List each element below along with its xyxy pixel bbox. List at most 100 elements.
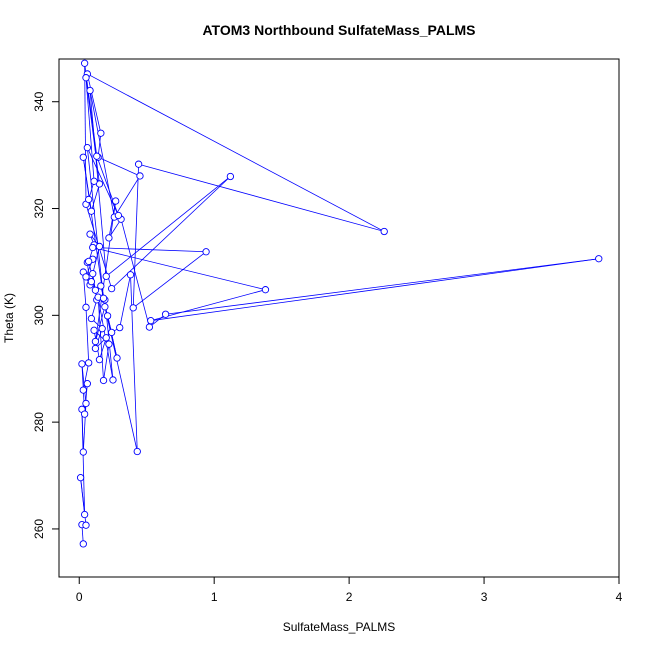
data-point xyxy=(90,326,98,334)
series-segment xyxy=(113,175,141,218)
y-tick-label: 260 xyxy=(32,519,46,539)
data-point xyxy=(107,328,116,337)
data-point xyxy=(102,334,110,342)
data-point xyxy=(79,386,87,394)
x-axis: 0 1 2 3 4 xyxy=(76,576,623,604)
series-segment xyxy=(103,344,110,381)
data-point xyxy=(82,399,90,408)
data-point xyxy=(85,257,93,266)
data-point xyxy=(105,340,113,348)
data-point xyxy=(126,271,135,279)
data-point xyxy=(261,286,270,294)
data-point xyxy=(78,360,86,368)
data-point xyxy=(86,86,94,95)
x-axis-label: SulfateMass_PALMS xyxy=(283,620,396,634)
data-point xyxy=(136,172,144,180)
y-tick-label: 300 xyxy=(32,305,46,325)
series-segment xyxy=(108,218,122,239)
data-point xyxy=(87,207,96,215)
x-tick-label: 0 xyxy=(76,590,83,604)
x-tick-label: 3 xyxy=(481,590,488,604)
data-point xyxy=(83,143,91,152)
data-point xyxy=(79,448,87,456)
series-segment xyxy=(132,251,207,309)
y-axis: 260 280 300 320 340 xyxy=(32,91,60,539)
series-segment xyxy=(93,330,100,360)
x-tick-label: 1 xyxy=(211,590,218,604)
series-segment xyxy=(130,274,138,452)
data-point xyxy=(595,255,603,263)
data-point xyxy=(97,129,105,137)
data-point xyxy=(98,325,106,333)
series-segment xyxy=(85,307,90,363)
data-point xyxy=(80,410,89,418)
data-point xyxy=(82,303,90,311)
series-segment xyxy=(92,247,207,253)
data-point xyxy=(87,278,96,286)
data-point xyxy=(112,197,120,205)
x-tick-label: 4 xyxy=(616,590,623,604)
data-point xyxy=(202,248,210,256)
data-point xyxy=(89,243,97,252)
series-segment xyxy=(89,90,115,218)
data-point xyxy=(107,284,116,293)
series-segment xyxy=(82,362,90,391)
series-segment xyxy=(96,156,119,216)
data-point xyxy=(114,211,123,220)
data-point xyxy=(145,323,154,331)
series-segment xyxy=(119,274,131,328)
series-segment xyxy=(105,176,231,277)
data-point xyxy=(116,323,124,332)
data-point xyxy=(103,312,112,320)
series-segment xyxy=(165,258,599,315)
data-point xyxy=(93,152,101,160)
y-axis-label: Theta (K) xyxy=(2,293,16,343)
data-point xyxy=(129,304,137,312)
data-point xyxy=(133,447,141,456)
data-point xyxy=(226,172,235,181)
data-point xyxy=(82,273,90,281)
data-point xyxy=(90,177,98,185)
data-point xyxy=(89,270,97,278)
data-point xyxy=(161,310,170,318)
data-point xyxy=(134,160,143,168)
y-tick-label: 280 xyxy=(32,412,46,432)
data-point xyxy=(91,286,100,294)
series-segment xyxy=(97,156,141,177)
data-point xyxy=(105,234,113,242)
chart-title: ATOM3 Northbound SulfateMass_PALMS xyxy=(202,22,475,38)
data-point xyxy=(380,227,388,236)
data-point xyxy=(109,376,117,384)
series-points xyxy=(76,59,603,548)
data-point xyxy=(83,380,91,388)
series-segment xyxy=(92,247,266,291)
series-segment xyxy=(97,297,104,381)
data-point xyxy=(80,510,89,519)
series-segment xyxy=(80,477,86,515)
series-segment xyxy=(91,183,100,212)
data-point xyxy=(91,337,100,346)
series-segment xyxy=(85,77,95,182)
series-segment xyxy=(87,73,385,232)
series-segment xyxy=(99,337,107,360)
series-segment xyxy=(86,147,104,299)
data-point xyxy=(82,74,90,82)
series-segment xyxy=(120,219,150,328)
x-tick-label: 2 xyxy=(346,590,353,604)
data-point xyxy=(87,314,96,323)
series-segment xyxy=(150,258,599,322)
data-point xyxy=(101,303,109,311)
series-segment xyxy=(111,176,231,289)
data-point xyxy=(79,153,87,161)
series-segment xyxy=(138,163,385,232)
data-point xyxy=(80,59,89,67)
data-point xyxy=(91,344,100,353)
series-segment xyxy=(150,289,266,322)
data-point xyxy=(99,376,108,385)
data-point xyxy=(79,540,87,548)
data-point xyxy=(86,230,94,238)
data-point xyxy=(147,317,155,325)
data-point xyxy=(99,294,108,302)
series-segment xyxy=(85,77,100,185)
data-point xyxy=(85,195,93,204)
